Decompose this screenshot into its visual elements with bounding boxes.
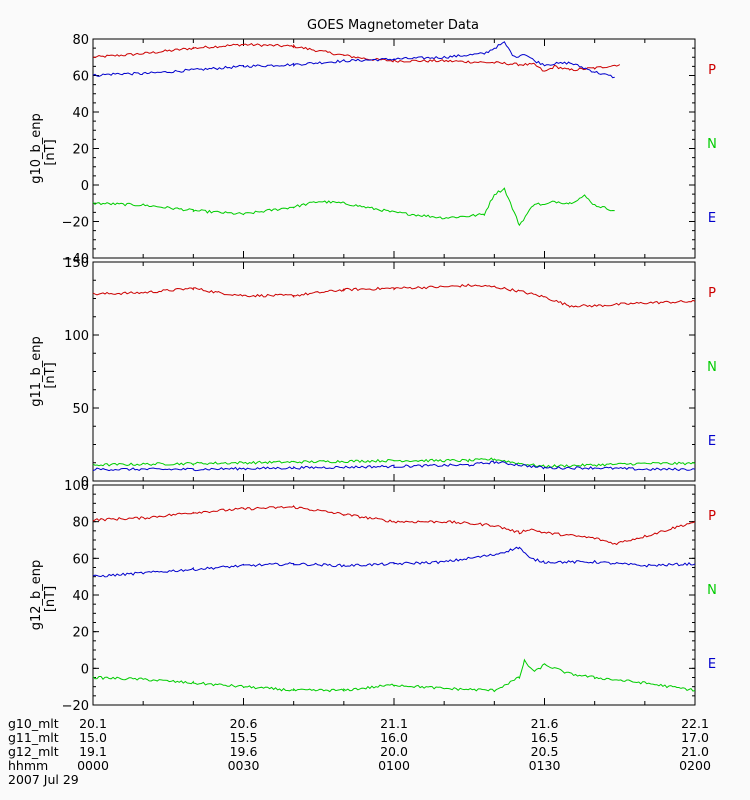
legend-E: E: [708, 211, 716, 226]
footer-row-value: 22.1: [681, 716, 709, 731]
footer-row-value: 20.0: [380, 744, 408, 759]
series-line-N: [92, 187, 615, 227]
footer-row-value: 0100: [378, 758, 410, 773]
legend-P: P: [708, 63, 716, 78]
y-tick-label: 80: [72, 516, 89, 531]
footer-row-value: 20.6: [230, 716, 258, 731]
y-tick-label: −20: [62, 699, 89, 714]
y-tick-label: 20: [72, 626, 89, 641]
y-tick-label: 80: [72, 33, 89, 48]
y-tick-label: 150: [64, 256, 89, 271]
footer-layer: g10_mlt 20.1 20.6 21.1 21.6 22.1 g11_mlt 15.0 15…: [8, 716, 711, 787]
footer-row-label: g11_mlt: [8, 730, 59, 745]
legend-E: E: [708, 434, 716, 449]
footer-row-value: 15.0: [79, 730, 107, 745]
series-line-P: [92, 504, 696, 546]
series-line-N: [92, 457, 696, 468]
y-axis-label: g12_b_enp: [29, 560, 44, 631]
footer-row-value: 17.0: [681, 730, 709, 745]
footer-row-value: 0200: [679, 758, 711, 773]
y-tick-label: 20: [72, 143, 89, 158]
y-axis-unit: [nT]: [43, 586, 58, 612]
series-line-E: [92, 460, 696, 472]
y-axis-label: g11_b_enp: [29, 336, 44, 407]
y-tick-label: 40: [72, 106, 89, 121]
footer-row-value: 16.5: [531, 730, 559, 745]
y-tick-label: 0: [81, 179, 89, 194]
legend-N: N: [707, 137, 717, 152]
y-tick-label: 0: [81, 475, 89, 490]
footer-row-value: 19.1: [79, 744, 107, 759]
footer-row-value: 16.0: [380, 730, 408, 745]
footer-date: 2007 Jul 29: [8, 772, 79, 787]
footer-row-value: 19.6: [230, 744, 258, 759]
footer-row-value: 21.1: [380, 716, 408, 731]
panel-g11_b_enp: 0 50 100 150 g11_b_enp [nT] P N E: [29, 256, 717, 490]
legend-P: P: [708, 509, 716, 524]
footer-row-value: 0000: [77, 758, 109, 773]
legend-N: N: [707, 360, 717, 375]
plot-frame: [92, 484, 696, 706]
y-axis-label: g10_b_enp: [29, 113, 44, 184]
footer-row-value: 21.0: [681, 744, 709, 759]
series-line-P: [92, 283, 696, 308]
y-tick-label: 60: [72, 70, 89, 85]
series-line-N: [92, 658, 696, 693]
footer-row-value: 20.5: [531, 744, 559, 759]
y-axis-unit: [nT]: [43, 139, 58, 165]
y-tick-label: 40: [72, 589, 89, 604]
y-tick-label: 100: [64, 479, 89, 494]
plot-frame: [92, 261, 696, 482]
footer-row-value: 0030: [228, 758, 260, 773]
y-axis-unit: [nT]: [43, 362, 58, 388]
legend-N: N: [707, 583, 717, 598]
footer-row-value: 15.5: [230, 730, 258, 745]
y-tick-label: −40: [62, 252, 89, 267]
y-tick-label: 60: [72, 552, 89, 567]
footer-row-value: 0130: [529, 758, 561, 773]
series-line-P: [92, 42, 621, 72]
y-tick-label: 0: [81, 662, 89, 677]
series-line-E: [92, 546, 696, 578]
footer-row-label: g12_mlt: [8, 744, 59, 759]
footer-row-label: hhmm: [8, 758, 48, 773]
y-tick-label: 100: [64, 329, 89, 344]
footer-row-value: 21.6: [531, 716, 559, 731]
footer-row-label: g10_mlt: [8, 716, 59, 731]
panel-g12_b_enp: −20 0 20 40 60 80 100 g12_b_enp [nT] P N E: [29, 479, 717, 714]
panel-g10_b_enp: −40 −20 0 20 40 60 80 g10_b_enp [nT] P N E: [29, 33, 717, 267]
y-tick-label: −20: [62, 216, 89, 231]
footer-row-value: 20.1: [79, 716, 107, 731]
series-line-E: [92, 41, 615, 79]
legend-E: E: [708, 657, 716, 672]
legend-P: P: [708, 286, 716, 301]
chart-title: GOES Magnetometer Data: [307, 18, 479, 33]
y-tick-label: 50: [72, 402, 89, 417]
